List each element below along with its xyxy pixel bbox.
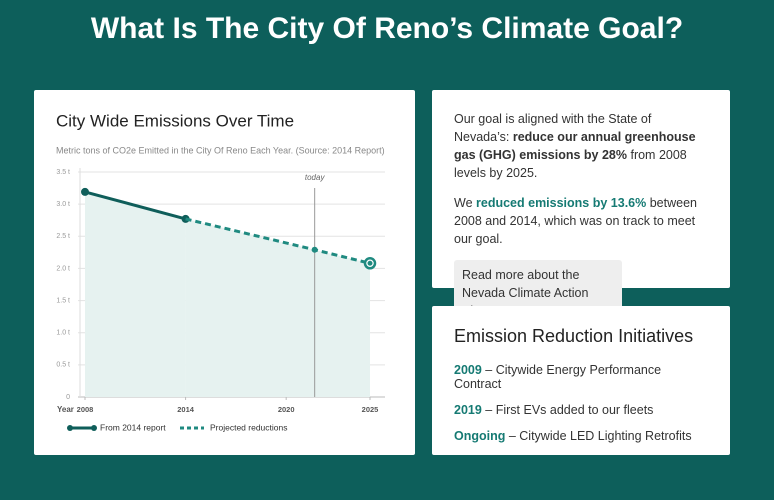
year: 2019 [454,403,482,417]
annotation: today [305,173,326,182]
y-tick-label: 3.5 t [56,169,70,176]
x-tick-label: 2008 [77,405,94,414]
x-axis-label: Year [57,405,74,414]
point [81,187,89,196]
x-tick-label: 2020 [278,405,295,414]
text: from 2008 levels by 2025. [454,148,687,180]
chart: City Wide Emissions Over Time Metric ton… [56,111,385,432]
goal-text: Our goal is aligned with the State of Ne… [454,110,708,182]
x-tick-label: 2014 [177,405,195,414]
text: – Citywide Energy Performance Contract [454,363,662,391]
line [84,190,186,221]
year: 2009 [454,363,482,377]
point [311,246,318,253]
initiatives-title: Emission Reduction Initiatives [454,326,694,346]
progress-text: We reduced emissions by 13.6% between 20… [454,194,708,248]
text: – Citywide LED Lighting Retrofits [508,429,692,443]
text: Our goal is aligned with the State of Ne… [454,112,652,144]
page-title: What Is The City Of Reno’s Climate Goal? [90,12,684,45]
x-tick-label: 2025 [362,405,379,414]
text: reduce our annual greenhouse gas (GHG) e… [454,130,696,162]
goal-card: Our goal is aligned with the State of Ne… [432,90,730,326]
chart-card: City Wide Emissions Over Time Metric ton… [34,90,415,455]
text: between 2008 and 2014, which was on trac… [454,196,697,246]
y-tick-label: 1.0 t [56,330,70,337]
chart-subtitle: Metric tons of CO2e Emitted in the City … [56,145,385,155]
y-tick-label: 0 [66,394,70,401]
initiative: 2019 – First EVs added to our fleets [454,403,708,417]
y-tick-label: 2.5 t [56,233,70,240]
legend-dot [91,425,97,431]
chart-title: City Wide Emissions Over Time [56,111,294,130]
initiative: 2009 – Citywide Energy Performance Contr… [454,363,708,391]
area [185,218,370,397]
initiative: Ongoing – Citywide LED Lighting Retrofit… [454,429,708,443]
legend-label: From 2014 report [100,422,166,432]
initiatives-card: Emission Reduction Initiatives 2009 – Ci… [432,306,730,455]
legend-label: Projected reductions [210,422,288,432]
area [85,191,186,397]
y-tick-label: 0.5 t [56,362,70,369]
legend-dot [67,425,73,431]
y-tick-label: 2.0 t [56,265,70,272]
y-tick-label: 3.0 t [56,201,70,208]
point-core [367,260,373,266]
text: reduced emissions by 13.6% [476,196,647,210]
y-tick-label: 1.5 t [56,297,70,304]
text: We [454,196,473,210]
text: – First EVs added to our fleets [485,403,654,417]
year: Ongoing [454,429,506,443]
